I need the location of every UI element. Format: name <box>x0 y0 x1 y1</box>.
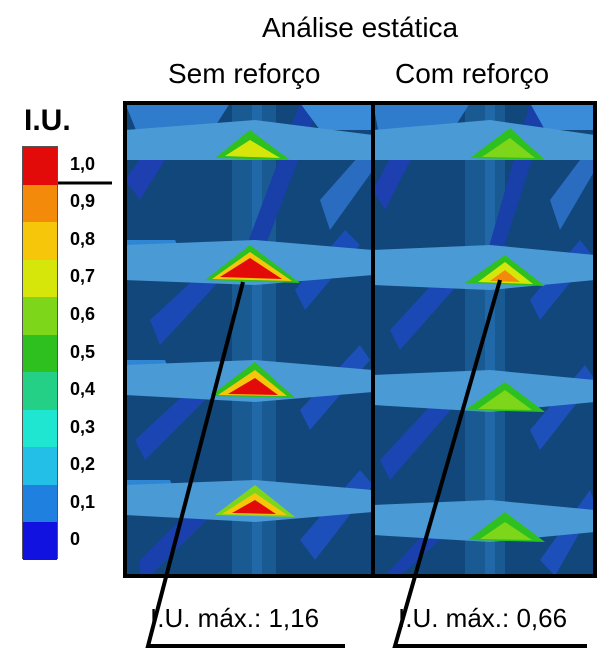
legend-swatch <box>23 147 57 186</box>
legend-tick-label: 0,1 <box>70 491 96 512</box>
legend-swatch <box>23 259 57 298</box>
contour-panel-without-reinforcement <box>125 103 373 576</box>
legend-tick-label: 0,2 <box>70 454 96 475</box>
legend-tick-label: 0,7 <box>70 266 96 287</box>
legend-tick-label: 0 <box>70 529 81 550</box>
page-title: Análise estática <box>262 12 459 43</box>
panel-heading-with-reinforcement: Com reforço <box>395 58 550 89</box>
legend-swatch <box>23 372 57 411</box>
legend-swatch <box>23 447 57 486</box>
legend-tick-label: 0,8 <box>70 228 96 249</box>
legend-swatch <box>23 409 57 448</box>
legend-swatch <box>23 334 57 373</box>
legend-tick-label: 0,5 <box>70 341 96 362</box>
leader-line-right <box>392 279 587 648</box>
legend-tick-label: 0,9 <box>70 191 96 212</box>
legend-tick-label: 1,0 <box>70 153 96 174</box>
leader-line-left <box>145 281 345 648</box>
color-scale-bar <box>22 146 58 561</box>
legend-tick-label: 0,3 <box>70 416 96 437</box>
panel-frame-right <box>371 101 597 578</box>
contour-panel-with-reinforcement <box>373 103 595 576</box>
legend-swatch <box>23 484 57 523</box>
panel-heading-without-reinforcement: Sem reforço <box>168 58 321 89</box>
legend-swatch <box>23 522 57 561</box>
legend-swatch <box>23 222 57 261</box>
legend-swatch <box>23 297 57 336</box>
legend-swatch <box>23 184 57 223</box>
legend-tick-label: 0,6 <box>70 303 96 324</box>
legend-title: I.U. <box>24 104 71 137</box>
max-ui-label-without-reinforcement: I.U. máx.: 1,16 <box>150 603 320 633</box>
legend-tick-label: 0,4 <box>70 379 96 400</box>
max-ui-label-with-reinforcement: I.U. máx.: 0,66 <box>398 603 568 633</box>
